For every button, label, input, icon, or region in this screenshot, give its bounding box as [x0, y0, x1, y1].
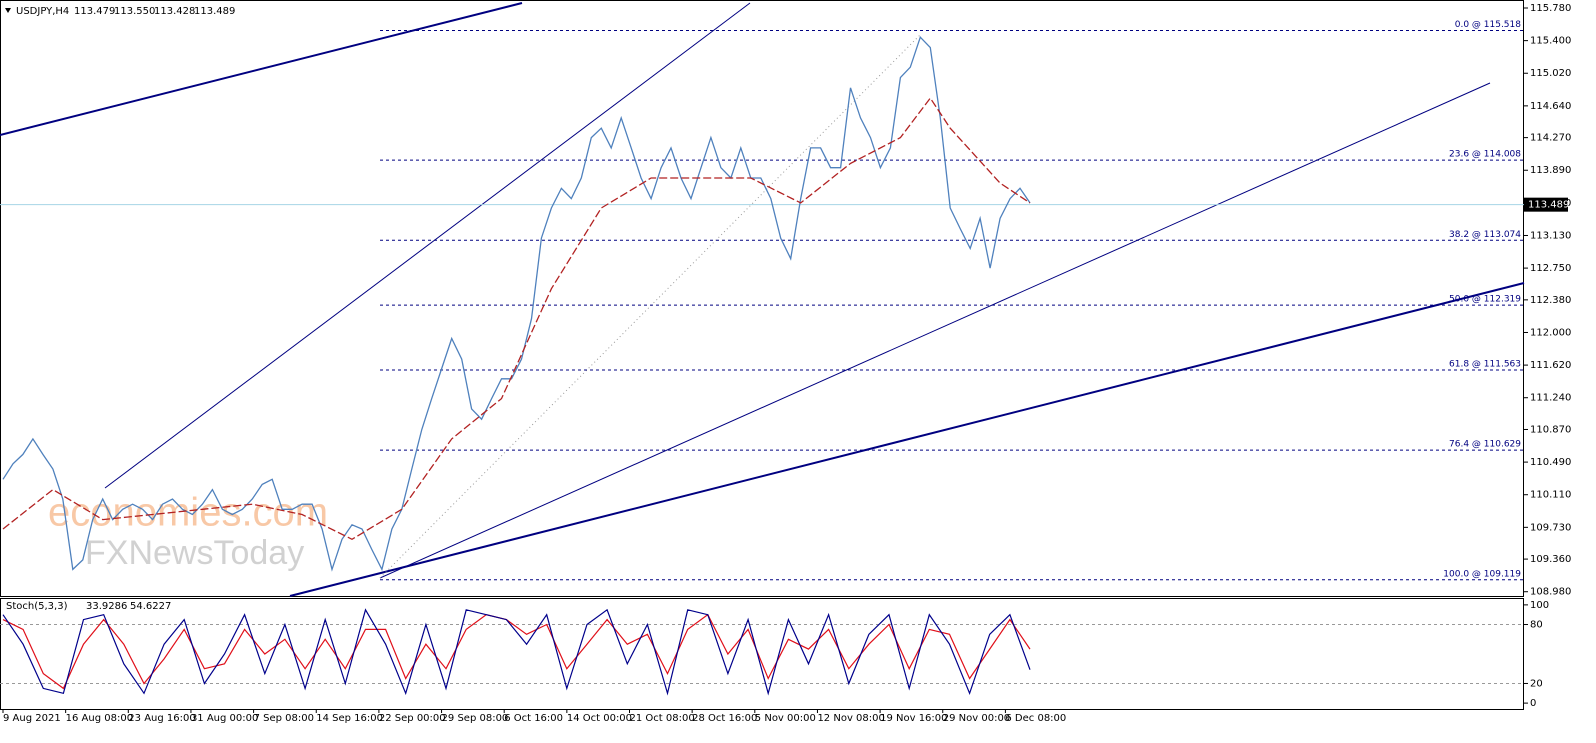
y-tick-label: 115.020: [1530, 68, 1571, 79]
y-tick-label: 110.490: [1530, 457, 1571, 468]
moving-average: [2, 96, 1031, 541]
symbol: USDJPY,H4: [16, 6, 69, 17]
stoch-main-value: 33.9286: [86, 601, 127, 612]
x-tick-label: 16 Aug 08:00: [66, 713, 133, 724]
trend-line: [289, 282, 1525, 597]
fib-anchor: [379, 34, 921, 579]
y-tick-label: 115.780: [1530, 3, 1571, 14]
y-tick-label: 112.750: [1530, 263, 1571, 274]
main-panel: [0, 0, 1524, 597]
fib-label: 50.0 @ 112.319: [1449, 295, 1521, 305]
menu-arrow: [5, 8, 11, 13]
trend-line: [0, 2, 523, 136]
current-price-label: 113.489: [1528, 200, 1569, 211]
x-tick-label: 12 Nov 08:00: [817, 713, 884, 724]
fib-label: 38.2 @ 113.074: [1449, 230, 1521, 240]
x-tick-label: 6 Oct 16:00: [504, 713, 563, 724]
x-tick-label: 9 Aug 2021: [3, 713, 61, 724]
price-line: [2, 35, 1031, 572]
y-tick-label: 111.240: [1530, 393, 1571, 404]
y-tick-label: 110.870: [1530, 424, 1571, 435]
y-tick-label: 109.730: [1530, 522, 1571, 533]
stoch-tick-label: 20: [1530, 678, 1543, 689]
stoch-header: Stoch(5,3,3) 33.9286 54.6227: [6, 601, 171, 612]
stoch-signal-value: 54.6227: [130, 601, 171, 612]
stoch-tick-label: 0: [1530, 698, 1536, 709]
y-tick-label: 115.400: [1530, 36, 1571, 47]
stoch-main: [2, 608, 1031, 696]
x-tick-label: 14 Sep 16:00: [316, 713, 383, 724]
x-tick-label: 19 Nov 16:00: [880, 713, 947, 724]
x-tick-label: 31 Aug 00:00: [191, 713, 258, 724]
y-tick-label: 108.980: [1530, 587, 1571, 598]
x-tick-label: 5 Nov 00:00: [755, 713, 816, 724]
low: 113.428: [154, 6, 195, 17]
x-tick-label: 29 Sep 08:00: [442, 713, 509, 724]
fib-label: 0.0 @ 115.518: [1455, 20, 1522, 30]
stoch-tick-label: 80: [1530, 620, 1543, 631]
x-tick-label: 22 Sep 00:00: [379, 713, 446, 724]
y-tick-label: 114.640: [1530, 101, 1571, 112]
y-tick-label: 111.620: [1530, 360, 1571, 371]
close: 113.489: [194, 6, 235, 17]
x-tick-label: 14 Oct 00:00: [567, 713, 632, 724]
y-tick-label: 112.000: [1530, 327, 1571, 338]
channel-line: [379, 82, 1491, 579]
fib-label: 23.6 @ 114.008: [1449, 150, 1521, 160]
header: USDJPY,H4 113.479 113.550 113.428 113.48…: [16, 6, 235, 17]
channel-line: [104, 2, 751, 489]
y-tick-label: 113.130: [1530, 230, 1571, 241]
fib-label: 61.8 @ 111.563: [1449, 359, 1521, 369]
x-tick-label: 28 Oct 16:00: [692, 713, 757, 724]
stoch-tick-label: 100: [1530, 600, 1549, 611]
fib-label: 76.4 @ 110.629: [1449, 440, 1521, 450]
watermark: FXNewsToday: [85, 534, 304, 572]
y-tick-label: 112.380: [1530, 295, 1571, 306]
open: 113.479: [74, 6, 115, 17]
y-tick-label: 110.110: [1530, 490, 1571, 501]
x-tick-label: 29 Nov 00:00: [943, 713, 1010, 724]
stoch-signal: [2, 613, 1031, 690]
high: 113.550: [114, 6, 155, 17]
y-tick-label: 114.270: [1530, 133, 1571, 144]
x-tick-label: 6 Dec 08:00: [1005, 713, 1066, 724]
current-price-box: [1524, 197, 1568, 212]
x-tick-label: 21 Oct 08:00: [630, 713, 695, 724]
y-tick-label: 109.360: [1530, 554, 1571, 565]
x-tick-label: 23 Aug 16:00: [128, 713, 195, 724]
stoch-title: Stoch(5,3,3): [6, 601, 68, 612]
y-tick-label: 113.890: [1530, 165, 1571, 176]
x-tick-label: 7 Sep 08:00: [254, 713, 314, 724]
stoch-panel: [0, 598, 1524, 710]
fib-label: 100.0 @ 109.119: [1443, 569, 1521, 579]
